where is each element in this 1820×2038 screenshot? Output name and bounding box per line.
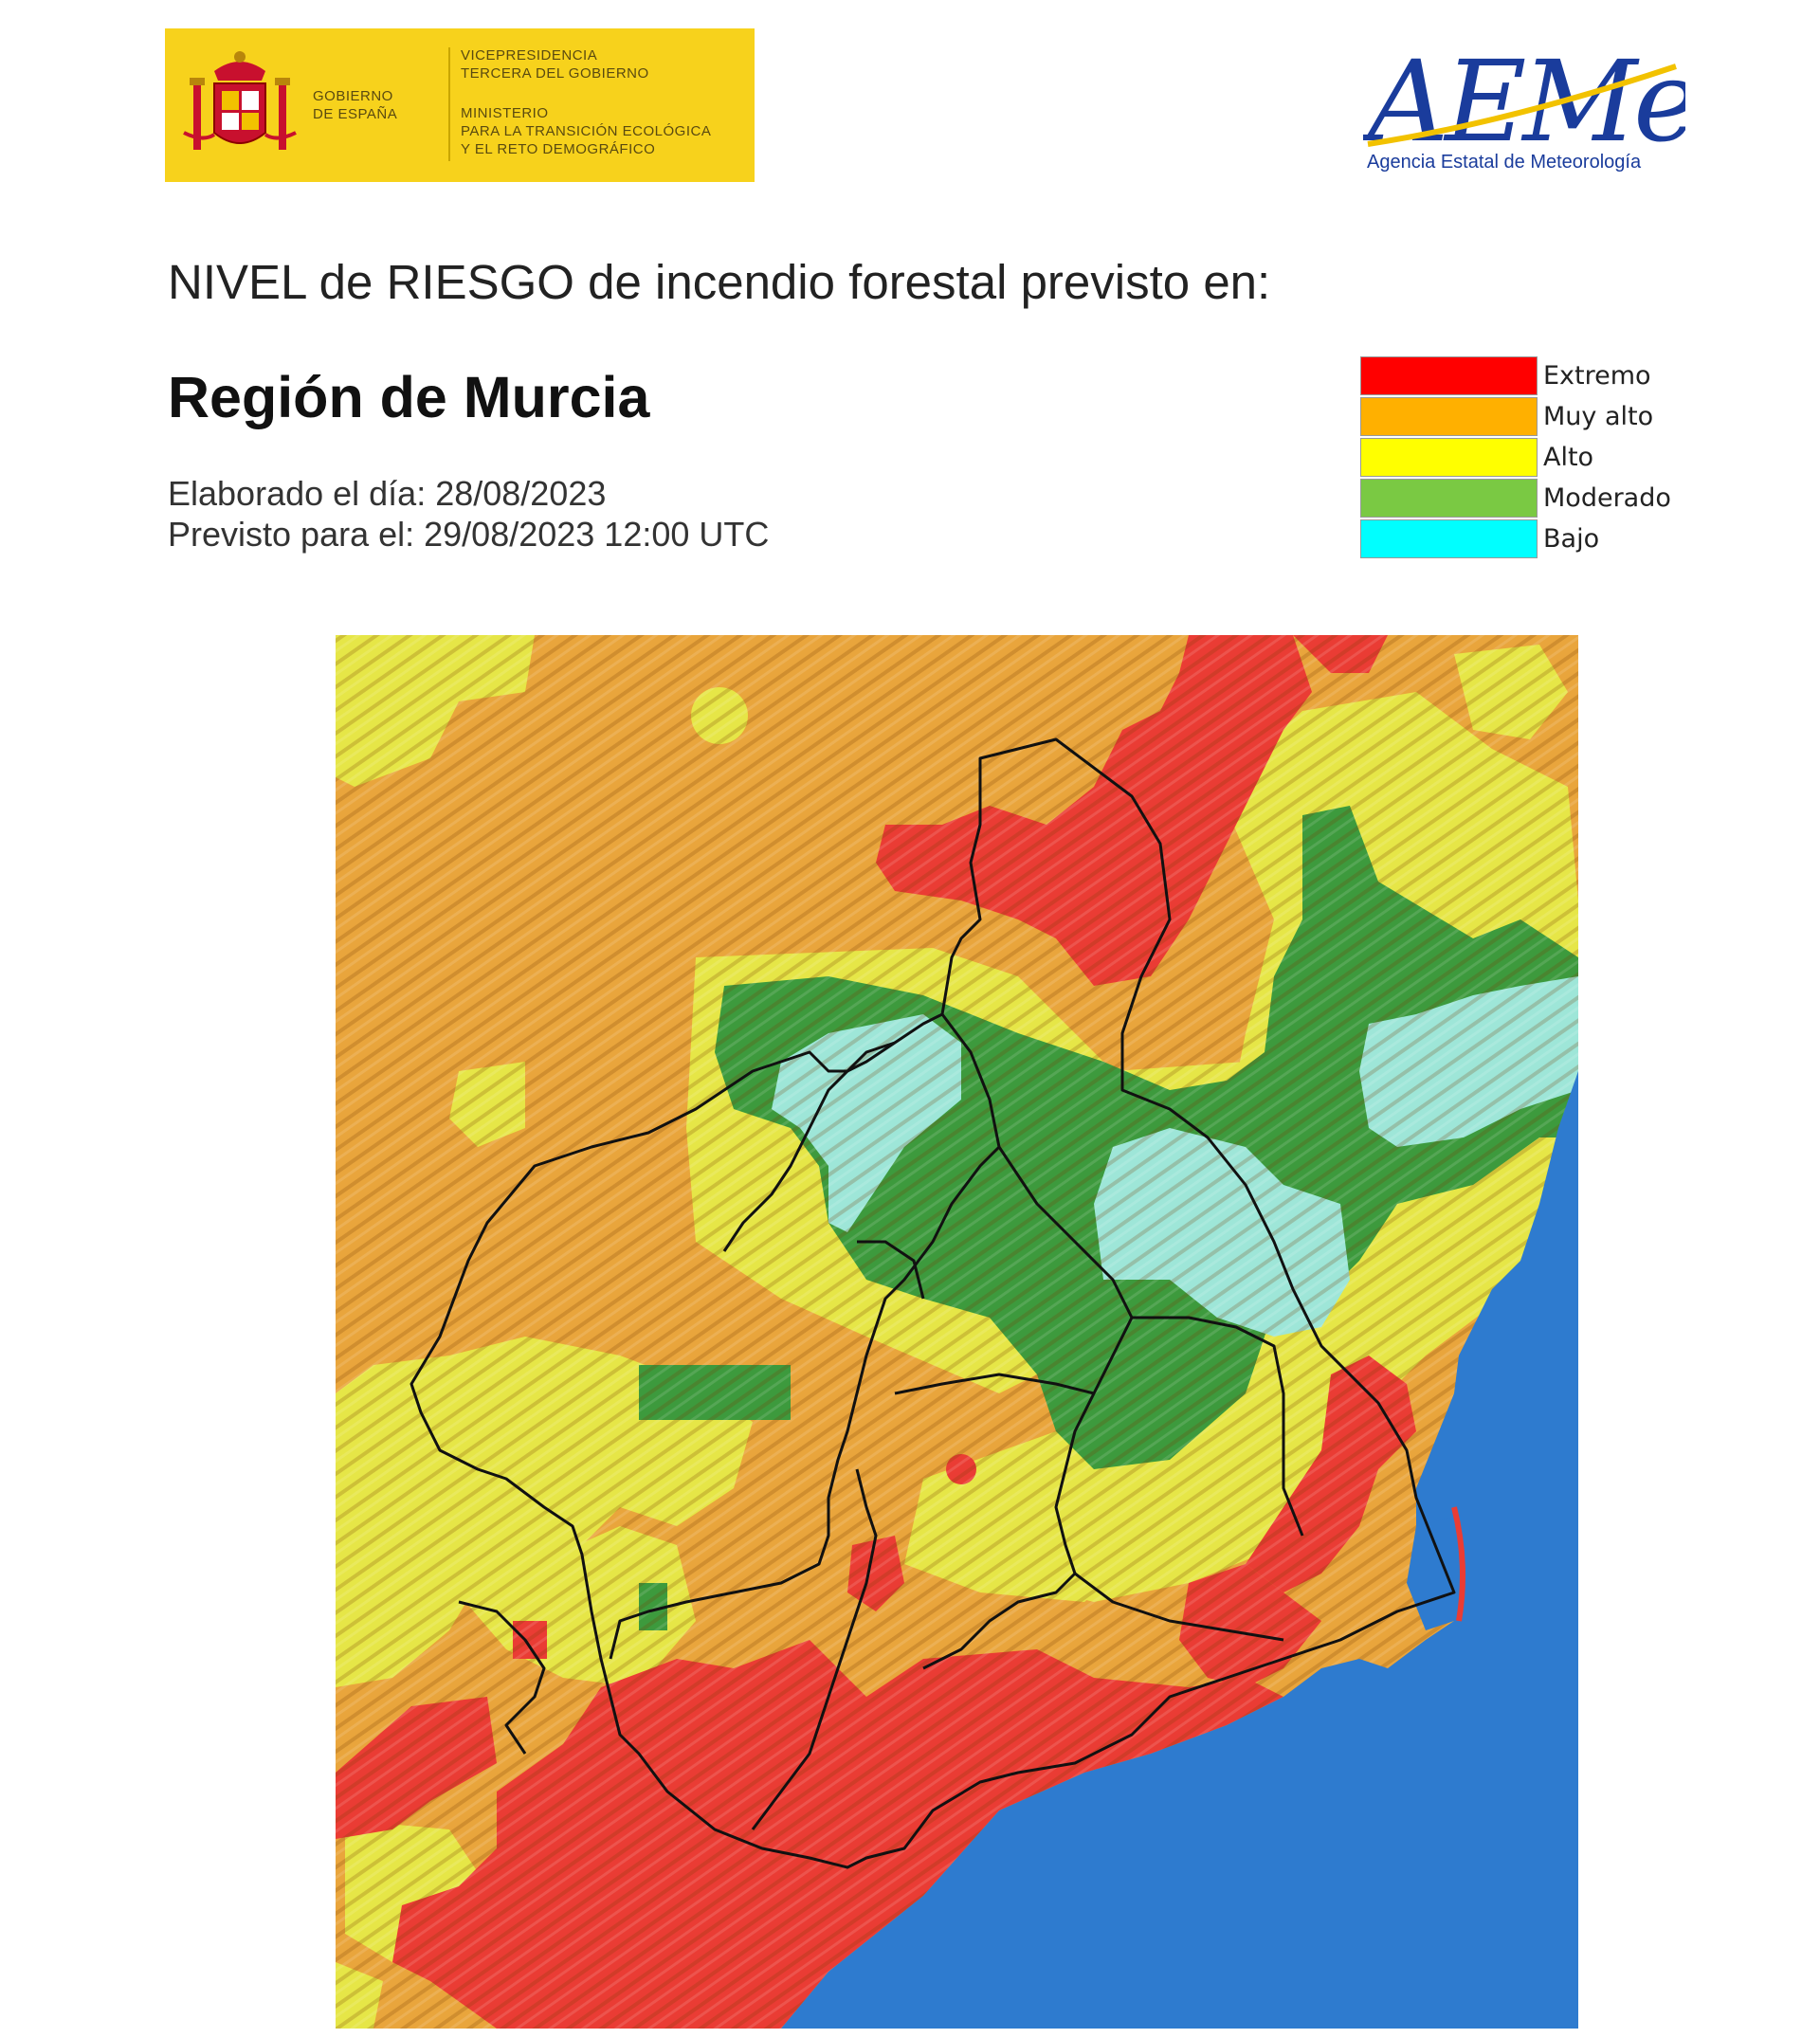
vp-line2: TERCERA DEL GOBIERNO <box>461 65 649 82</box>
legend-swatch <box>1360 438 1538 477</box>
aemet-logo-text: AEMet <box>1363 36 1685 167</box>
aemet-subtitle: Agencia Estatal de Meteorología <box>1367 152 1642 173</box>
aemet-logo: AEMet Agencia Estatal de Meteorología <box>1363 36 1685 173</box>
fire-risk-map <box>336 635 1578 2029</box>
risk-legend: Extremo Muy alto Alto Moderado Bajo <box>1360 355 1671 559</box>
sea-mediterraneo <box>781 1071 1578 2029</box>
page-title: NIVEL de RIESGO de incendio forestal pre… <box>168 255 1271 309</box>
legend-label: Muy alto <box>1543 402 1654 431</box>
legend-item-alto: Alto <box>1360 437 1671 478</box>
legend-label: Bajo <box>1543 524 1600 554</box>
legend-label: Moderado <box>1543 483 1671 513</box>
legend-item-muy-alto: Muy alto <box>1360 396 1671 437</box>
legend-swatch <box>1360 356 1538 395</box>
vp-line1: VICEPRESIDENCIA <box>461 47 597 64</box>
previsto-date: Previsto para el: 29/08/2023 12:00 UTC <box>168 515 770 554</box>
mar-menor-barrier <box>1451 1506 1465 1622</box>
legend-label: Alto <box>1543 443 1594 472</box>
gobierno-espana-banner: GOBIERNO DE ESPAÑA VICEPRESIDENCIA TERCE… <box>165 28 755 182</box>
coat-of-arms-icon <box>183 51 297 150</box>
legend-label: Extremo <box>1543 361 1651 391</box>
elaborado-date: Elaborado el día: 28/08/2023 <box>168 474 607 513</box>
min-line1: MINISTERIO <box>461 105 549 121</box>
legend-swatch <box>1360 519 1538 558</box>
region-name: Región de Murcia <box>168 365 650 429</box>
min-line3: Y EL RETO DEMOGRÁFICO <box>461 141 655 157</box>
legend-item-moderado: Moderado <box>1360 478 1671 519</box>
legend-swatch <box>1360 479 1538 518</box>
min-line2: PARA LA TRANSICIÓN ECOLÓGICA <box>461 123 711 139</box>
gov-line2: DE ESPAÑA <box>313 106 397 122</box>
region-boundaries <box>410 737 1456 1869</box>
gov-line1: GOBIERNO <box>313 88 393 104</box>
legend-item-extremo: Extremo <box>1360 355 1671 396</box>
legend-swatch <box>1360 397 1538 436</box>
legend-item-bajo: Bajo <box>1360 519 1671 559</box>
